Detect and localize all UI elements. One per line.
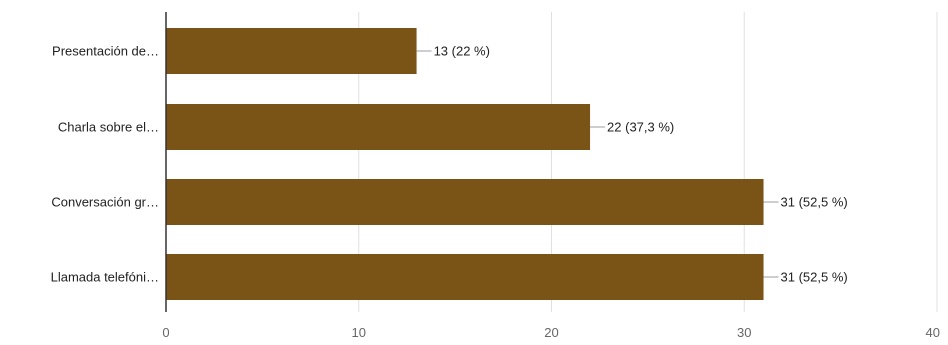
category-label: Presentación de… bbox=[52, 44, 159, 59]
bar bbox=[166, 28, 417, 74]
data-label: 13 (22 %) bbox=[434, 44, 490, 59]
data-label: 31 (52,5 %) bbox=[781, 270, 848, 285]
category-label: Conversación gr… bbox=[51, 195, 159, 210]
category-label: Llamada telefóni… bbox=[51, 270, 159, 285]
bar bbox=[166, 179, 764, 225]
x-tick-label: 30 bbox=[737, 325, 751, 340]
category-label: Charla sobre el… bbox=[58, 120, 159, 135]
x-tick-label: 40 bbox=[926, 325, 940, 340]
x-tick-label: 10 bbox=[352, 325, 366, 340]
data-label: 31 (52,5 %) bbox=[781, 195, 848, 210]
bar bbox=[166, 104, 591, 150]
labels: 0 10 20 30 40 13 (22 %) Presentación de… 22 (37… bbox=[51, 44, 940, 341]
x-tick-label: 20 bbox=[544, 325, 558, 340]
data-label-leaders bbox=[416, 50, 779, 278]
bar bbox=[166, 254, 764, 300]
bars bbox=[166, 28, 764, 300]
data-label: 22 (37,3 %) bbox=[607, 120, 674, 135]
x-tick-label: 0 bbox=[162, 325, 169, 340]
